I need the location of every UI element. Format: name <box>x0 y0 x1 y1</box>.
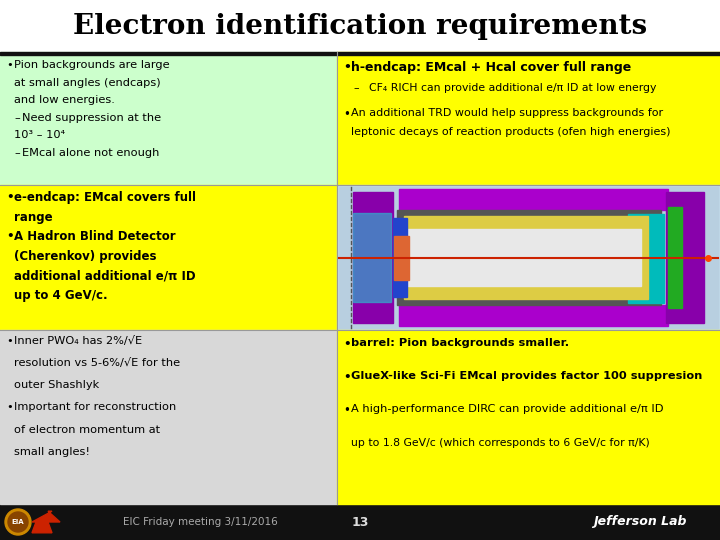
Bar <box>666 192 704 323</box>
Text: •: • <box>6 230 14 243</box>
Text: •: • <box>6 336 13 346</box>
Text: additional additional e/π ID: additional additional e/π ID <box>14 269 196 282</box>
Bar <box>353 213 391 302</box>
Bar <box>399 305 668 326</box>
Text: 13: 13 <box>351 516 369 529</box>
Text: •: • <box>6 60 13 70</box>
Text: h-endcap: EMcal + Hcal cover full range: h-endcap: EMcal + Hcal cover full range <box>351 61 631 74</box>
Text: EIC Friday meeting 3/11/2016: EIC Friday meeting 3/11/2016 <box>122 517 277 527</box>
Text: CF₄ RICH can provide additional e/π ID at low energy: CF₄ RICH can provide additional e/π ID a… <box>369 83 657 93</box>
Bar <box>393 218 407 297</box>
Text: Electron identification requirements: Electron identification requirements <box>73 12 647 39</box>
Text: barrel: Pion backgrounds smaller.: barrel: Pion backgrounds smaller. <box>351 338 569 348</box>
Bar <box>0 0 720 52</box>
Text: EMcal alone not enough: EMcal alone not enough <box>22 148 159 158</box>
Bar <box>394 235 409 280</box>
Bar <box>0 52 337 185</box>
Text: •: • <box>343 404 350 417</box>
Bar <box>339 187 718 328</box>
Text: and low energies.: and low energies. <box>14 95 115 105</box>
Bar <box>628 214 664 303</box>
Bar <box>404 216 648 299</box>
Text: A Hadron Blind Detector: A Hadron Blind Detector <box>14 230 176 243</box>
Bar <box>397 210 661 305</box>
Text: •: • <box>343 371 351 384</box>
Text: leptonic decays of reaction products (ofen high energies): leptonic decays of reaction products (of… <box>351 127 670 137</box>
Text: –: – <box>14 148 19 158</box>
Text: Pion backgrounds are large: Pion backgrounds are large <box>14 60 170 70</box>
Text: •: • <box>6 191 14 204</box>
Bar <box>399 189 668 210</box>
Text: resolution vs 5-6%/√E for the: resolution vs 5-6%/√E for the <box>14 358 180 368</box>
Text: at small angles (endcaps): at small angles (endcaps) <box>14 78 161 87</box>
Text: up to 1.8 GeV/c (which corresponds to 6 GeV/c for π/K): up to 1.8 GeV/c (which corresponds to 6 … <box>351 437 649 448</box>
Bar <box>337 52 720 185</box>
Text: •: • <box>6 402 13 413</box>
Bar <box>0 330 337 504</box>
Bar <box>0 52 720 55</box>
Text: e-endcap: EMcal covers full: e-endcap: EMcal covers full <box>14 191 196 204</box>
Bar <box>0 185 337 330</box>
Text: An additional TRD would help suppress backgrounds for: An additional TRD would help suppress ba… <box>351 108 663 118</box>
Bar <box>668 207 682 308</box>
Text: outer Shashlyk: outer Shashlyk <box>14 380 99 390</box>
Text: Important for reconstruction: Important for reconstruction <box>14 402 176 413</box>
Bar <box>0 504 720 540</box>
Text: •: • <box>343 338 351 351</box>
Text: Jefferson Lab: Jefferson Lab <box>593 516 687 529</box>
Text: Need suppression at the: Need suppression at the <box>22 113 161 123</box>
Text: –: – <box>353 83 359 93</box>
Text: •: • <box>343 108 350 121</box>
Text: (Cherenkov) provides: (Cherenkov) provides <box>14 249 156 263</box>
Text: –: – <box>14 113 19 123</box>
Text: range: range <box>14 211 53 224</box>
Bar <box>407 230 641 286</box>
Text: •: • <box>343 61 351 74</box>
Bar <box>337 185 720 330</box>
Circle shape <box>5 509 31 535</box>
Bar <box>337 330 720 504</box>
Text: A high-performance DIRC can provide additional e/π ID: A high-performance DIRC can provide addi… <box>351 404 664 414</box>
Text: 10³ – 10⁴: 10³ – 10⁴ <box>14 130 65 140</box>
Bar <box>353 192 393 323</box>
Circle shape <box>8 512 28 532</box>
Text: GlueX-like Sci-Fi EMcal provides factor 100 suppresion: GlueX-like Sci-Fi EMcal provides factor … <box>351 371 703 381</box>
Text: of electron momentum at: of electron momentum at <box>14 424 160 435</box>
Text: up to 4 GeV/c.: up to 4 GeV/c. <box>14 289 107 302</box>
Text: Inner PWO₄ has 2%/√E: Inner PWO₄ has 2%/√E <box>14 336 142 346</box>
Text: small angles!: small angles! <box>14 447 90 457</box>
Polygon shape <box>32 511 60 533</box>
Text: EIA: EIA <box>12 519 24 525</box>
